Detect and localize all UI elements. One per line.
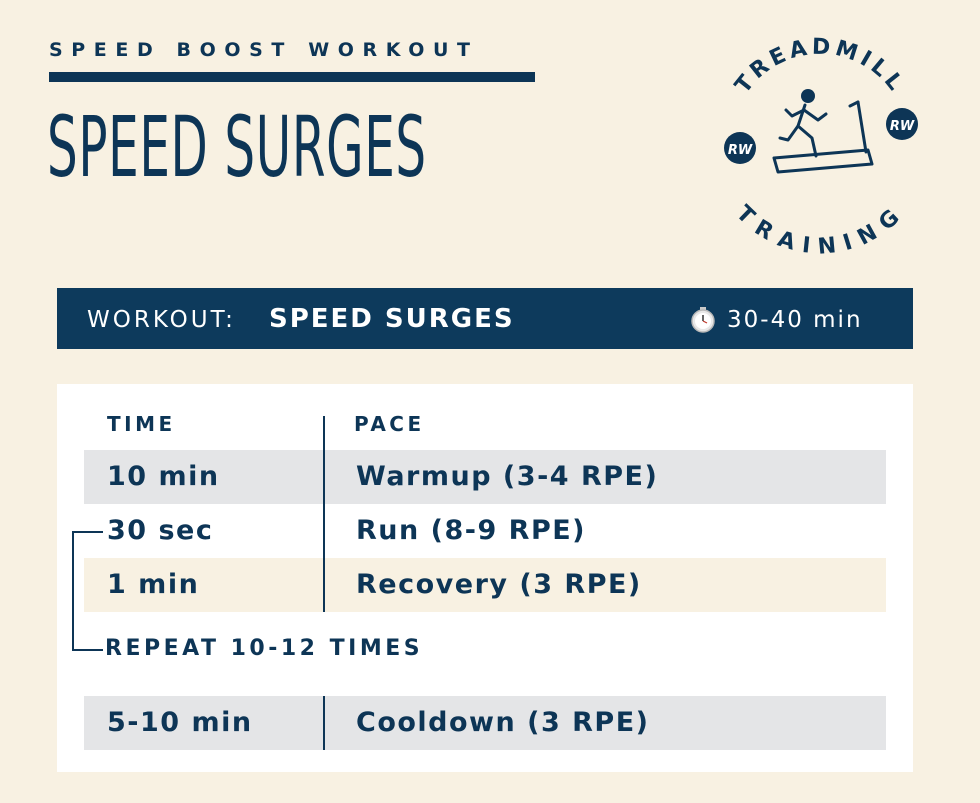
badge-top-text: TREADMILL (730, 35, 905, 99)
treadmill-training-badge: TREADMILL TRAINING RW RW (724, 35, 918, 254)
kicker-underline (49, 72, 535, 82)
column-header-time: TIME (107, 412, 176, 436)
row-time: 5-10 min (107, 707, 253, 738)
repeat-bracket (72, 531, 103, 651)
table-row: 10 min Warmup (3-4 RPE) (84, 450, 886, 504)
column-header-pace: PACE (354, 412, 425, 436)
kicker-label: SPEED BOOST WORKOUT (49, 39, 479, 61)
stopwatch-icon (691, 307, 715, 333)
svg-text:TREADMILL: TREADMILL (730, 35, 909, 99)
table-row: 1 min Recovery (3 RPE) (84, 558, 886, 612)
row-time: 10 min (107, 461, 220, 492)
row-pace: Recovery (3 RPE) (356, 569, 642, 600)
column-divider (323, 696, 325, 750)
banner-duration: 30-40 min (727, 307, 863, 333)
row-pace: Warmup (3-4 RPE) (356, 461, 659, 492)
workout-banner: WORKOUT: SPEED SURGES 30-40 min (57, 288, 913, 349)
table-row: 30 sec Run (8-9 RPE) (84, 504, 886, 558)
svg-text:RW: RW (728, 143, 753, 158)
rw-logo-right: RW (886, 108, 918, 140)
badge-bottom-text: TRAINING (731, 201, 903, 254)
row-time: 30 sec (107, 515, 214, 546)
row-pace: Run (8-9 RPE) (356, 515, 587, 546)
banner-label: WORKOUT: (87, 307, 236, 333)
row-time: 1 min (107, 569, 200, 600)
treadmill-runner-icon (772, 89, 874, 174)
banner-workout-name: SPEED SURGES (269, 304, 515, 334)
column-divider (323, 416, 325, 612)
repeat-label: REPEAT 10-12 TIMES (105, 636, 424, 661)
workout-table: TIME PACE 10 min Warmup (3-4 RPE) 30 sec… (57, 384, 913, 772)
page-title: SPEED SURGES (47, 98, 427, 196)
svg-text:TRAINING: TRAINING (731, 201, 909, 254)
table-row: 5-10 min Cooldown (3 RPE) (84, 696, 886, 750)
row-pace: Cooldown (3 RPE) (356, 707, 650, 738)
rw-logo-left: RW (724, 132, 756, 164)
svg-text:RW: RW (890, 119, 915, 134)
